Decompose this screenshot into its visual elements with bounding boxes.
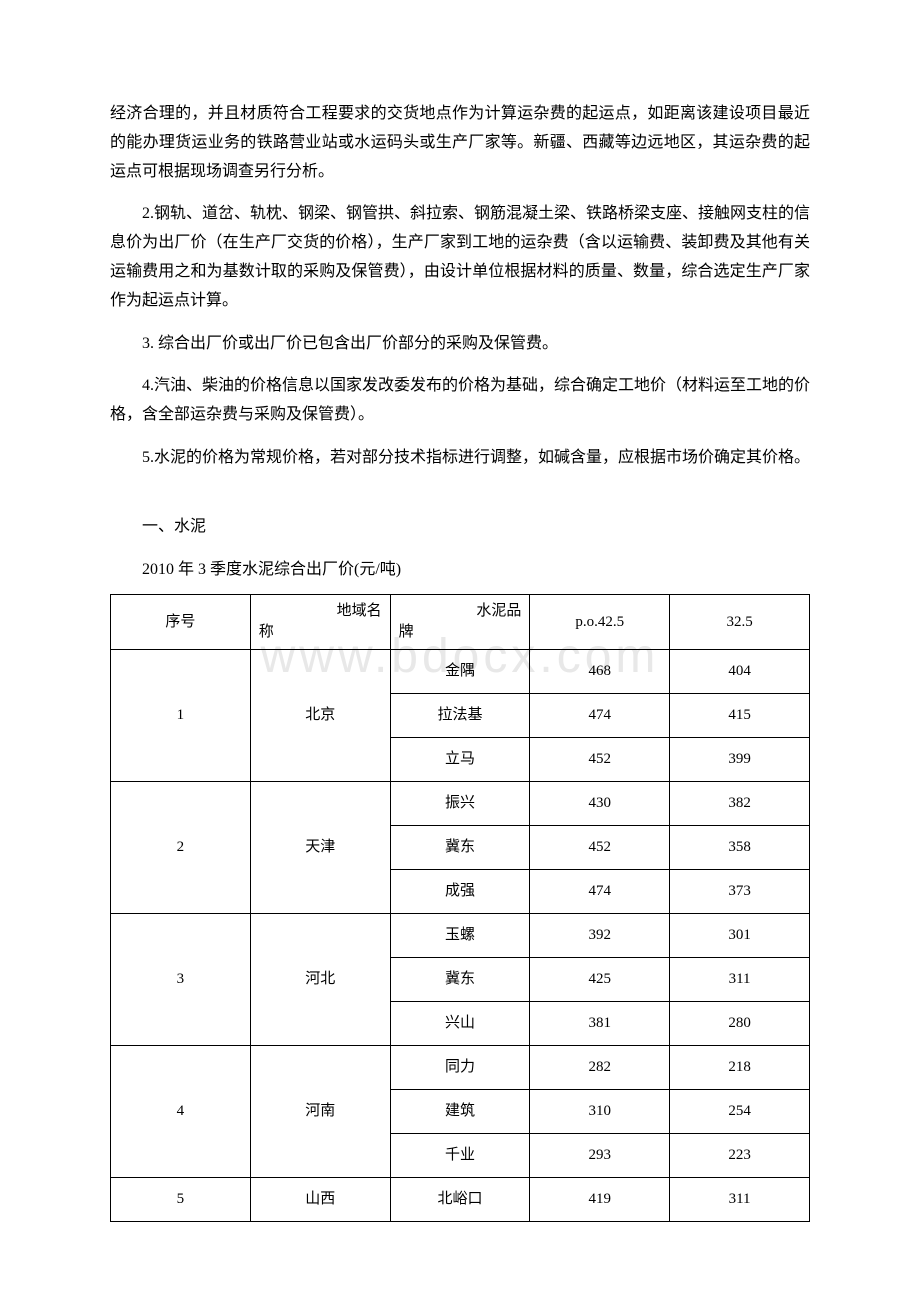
cell-325: 358 [670,826,810,870]
cell-brand: 立马 [390,738,530,782]
cell-brand: 冀东 [390,958,530,1002]
cell-po425: 425 [530,958,670,1002]
header-seq: 序号 [111,595,251,650]
cell-po425: 293 [530,1134,670,1178]
table-header-row: 序号 地域名 称 水泥品 牌 p.o.42.5 32.5 [111,595,810,650]
paragraph-5: 5.水泥的价格为常规价格，若对部分技术指标进行调整，如碱含量，应根据市场价确定其… [110,444,810,473]
cell-seq: 3 [111,914,251,1046]
header-region: 地域名 称 [250,595,390,650]
cell-po425: 474 [530,694,670,738]
cell-po425: 419 [530,1178,670,1222]
cell-region: 山西 [250,1178,390,1222]
cell-brand: 金隅 [390,650,530,694]
cell-region: 天津 [250,782,390,914]
header-po425: p.o.42.5 [530,595,670,650]
cell-seq: 5 [111,1178,251,1222]
cell-seq: 1 [111,650,251,782]
paragraph-1: 经济合理的，并且材质符合工程要求的交货地点作为计算运杂费的起运点，如距离该建设项… [110,100,810,186]
cell-brand: 兴山 [390,1002,530,1046]
cell-seq: 2 [111,782,251,914]
cell-po425: 310 [530,1090,670,1134]
table-row: 5山西北峪口419311 [111,1178,810,1222]
cell-region: 河南 [250,1046,390,1178]
table-title: 2010 年 3 季度水泥综合出厂价(元/吨) [110,556,810,585]
cell-po425: 430 [530,782,670,826]
cell-po425: 474 [530,870,670,914]
cement-price-table: 序号 地域名 称 水泥品 牌 p.o.42.5 32.5 1北京金隅468404… [110,594,810,1222]
cell-region: 北京 [250,650,390,782]
table-row: 2天津振兴430382 [111,782,810,826]
cell-brand: 北峪口 [390,1178,530,1222]
paragraph-4: 4.汽油、柴油的价格信息以国家发改委发布的价格为基础，综合确定工地价（材料运至工… [110,372,810,430]
cell-325: 311 [670,1178,810,1222]
cell-brand: 建筑 [390,1090,530,1134]
cell-325: 415 [670,694,810,738]
cell-brand: 同力 [390,1046,530,1090]
cell-brand: 千业 [390,1134,530,1178]
cell-po425: 452 [530,738,670,782]
cell-po425: 282 [530,1046,670,1090]
table-row: 4河南同力282218 [111,1046,810,1090]
cell-325: 223 [670,1134,810,1178]
table-row: 3河北玉螺392301 [111,914,810,958]
cell-brand: 振兴 [390,782,530,826]
header-325: 32.5 [670,595,810,650]
cell-po425: 392 [530,914,670,958]
cell-325: 280 [670,1002,810,1046]
paragraph-2: 2.钢轨、道岔、轨枕、钢梁、钢管拱、斜拉索、钢筋混凝土梁、铁路桥梁支座、接触网支… [110,200,810,315]
cell-brand: 成强 [390,870,530,914]
cell-325: 382 [670,782,810,826]
cell-325: 218 [670,1046,810,1090]
section-title: 一、水泥 [110,513,810,542]
cell-po425: 452 [530,826,670,870]
cell-brand: 玉螺 [390,914,530,958]
cell-325: 399 [670,738,810,782]
table-row: 1北京金隅468404 [111,650,810,694]
cell-po425: 468 [530,650,670,694]
paragraph-3: 3. 综合出厂价或出厂价已包含出厂价部分的采购及保管费。 [110,330,810,359]
cell-seq: 4 [111,1046,251,1178]
cell-325: 311 [670,958,810,1002]
cell-325: 301 [670,914,810,958]
cell-325: 373 [670,870,810,914]
cell-brand: 冀东 [390,826,530,870]
cell-region: 河北 [250,914,390,1046]
cell-brand: 拉法基 [390,694,530,738]
cell-po425: 381 [530,1002,670,1046]
cell-325: 404 [670,650,810,694]
cell-325: 254 [670,1090,810,1134]
header-brand: 水泥品 牌 [390,595,530,650]
